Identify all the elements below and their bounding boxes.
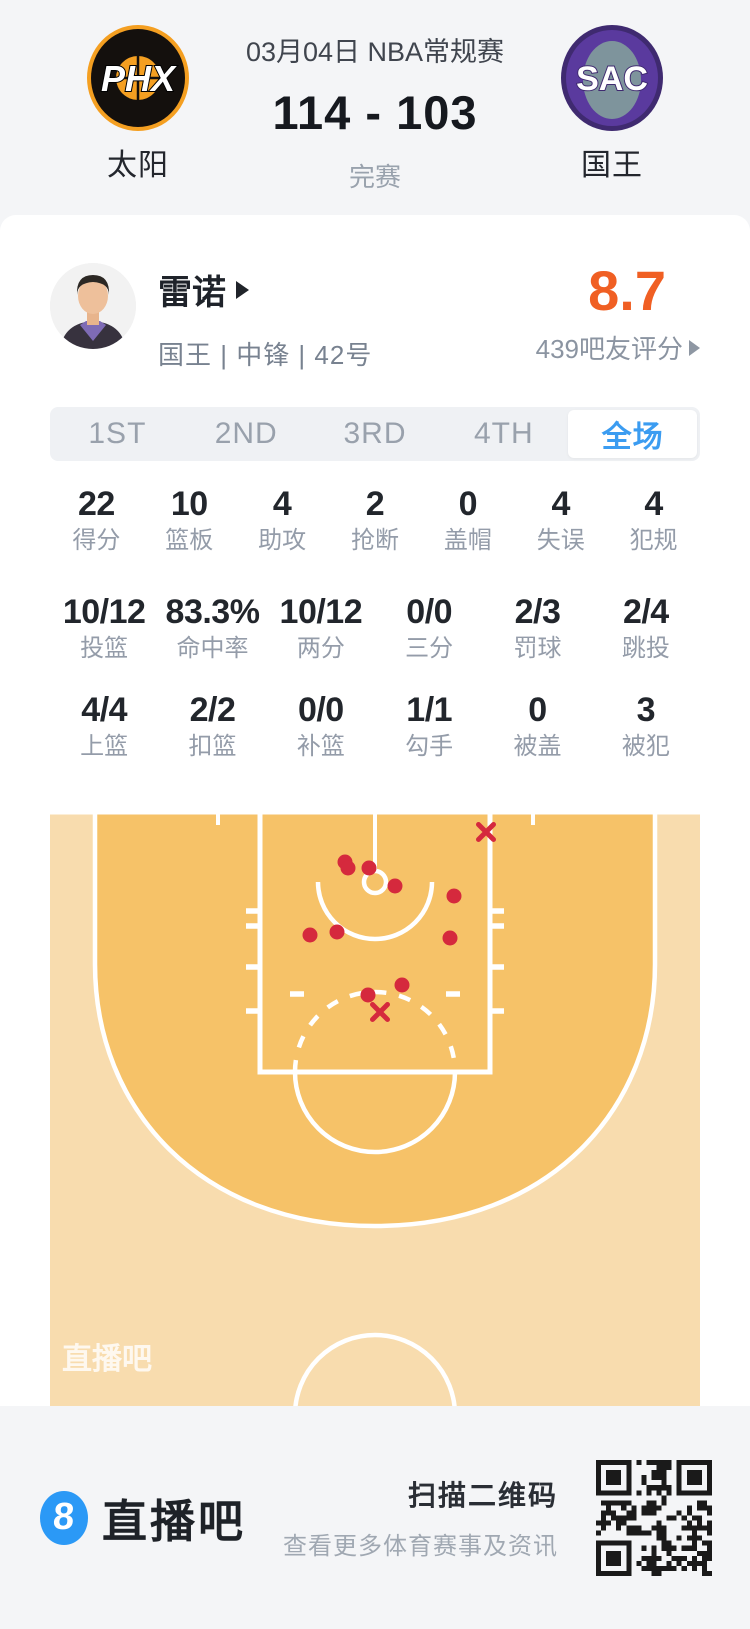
sac-team-logo-icon: SAC (561, 25, 663, 131)
rating-value: 8.7 (588, 259, 666, 322)
made-shot-dot (442, 930, 458, 946)
stats-row-shot-types: 4/4 上篮 2/2 扣篮 0/0 补篮 1/1 勾手 0 被盖 3 被犯 (50, 691, 700, 761)
stat-2pt: 10/12 两分 (279, 593, 363, 662)
restricted-arc (315, 881, 435, 942)
player-stats-card: 雷诺 国王 | 中锋 | 42号 8.7 439吧友评分 1ST 2ND 3RD… (0, 215, 750, 1498)
stats-row-basic: 22 得分 10 篮板 4 助攻 2 抢断 0 盖帽 4 失误 4 犯规 (50, 485, 700, 555)
stat-got-blocked: 0 被盖 (513, 691, 562, 760)
lane-rectangle (257, 809, 493, 1075)
player-detail-arrow-icon (236, 280, 249, 299)
svg-text:SAC: SAC (576, 60, 648, 98)
stat-fouled: 3 被犯 (621, 691, 670, 760)
qr-code (596, 1459, 712, 1576)
match-info: 03月04日 NBA常规赛 114 - 103 完赛 (246, 30, 504, 194)
qr-texts: 扫描二维码 查看更多体育赛事及资讯 (283, 1474, 558, 1561)
baseline-ticks (216, 812, 535, 825)
quarter-tabbar: 1ST 2ND 3RD 4TH 全场 (50, 407, 700, 461)
qr-title: 扫描二维码 (407, 1480, 558, 1511)
player-meta: 国王 | 中锋 | 42号 (158, 340, 373, 370)
made-shot-dot (340, 860, 356, 876)
lane-hash-right (490, 908, 504, 1014)
made-shot-dot (361, 860, 377, 876)
stats-row-shooting: 10/12 投篮 83.3% 命中率 10/12 两分 0/0 三分 2/3 罚球 2/4… (50, 593, 700, 663)
stat-dunk: 2/2 扣篮 (188, 691, 237, 760)
made-shot-dot (360, 987, 376, 1003)
tab-1st[interactable]: 1ST (88, 417, 147, 450)
stat-rebounds: 10 篮板 (165, 485, 214, 554)
tab-full-game[interactable]: 全场 (568, 410, 697, 458)
team-home[interactable]: PHX 太阳 (84, 24, 192, 184)
player-name: 雷诺 (158, 274, 226, 312)
tab-2nd[interactable]: 2ND (214, 417, 278, 450)
shot-chart: 直播吧 (50, 808, 700, 1498)
zhibo8-logo-icon: 8 (40, 1490, 88, 1545)
stat-putback: 0/0 补篮 (296, 691, 345, 760)
player-photo-icon (50, 263, 136, 349)
match-status: 完赛 (348, 162, 401, 192)
stat-hook: 1/1 勾手 (405, 691, 454, 760)
rating-arrow-icon (689, 339, 700, 356)
team-away-name: 国王 (581, 149, 643, 182)
shot-markers (302, 822, 496, 1022)
missed-shot-x (370, 1002, 390, 1022)
match-date: 03月04日 NBA常规赛 (245, 37, 505, 67)
player-identity: 雷诺 国王 | 中锋 | 42号 (158, 263, 372, 372)
stat-turnovers: 4 失误 (536, 485, 585, 554)
stat-ft: 2/3 罚球 (513, 593, 562, 662)
stat-blocks: 0 盖帽 (443, 485, 492, 554)
player-name-link[interactable]: 雷诺 (158, 265, 372, 314)
team-home-name: 太阳 (107, 149, 169, 182)
player-rating[interactable]: 8.7 439吧友评分 (536, 263, 700, 366)
made-shot-dot (329, 924, 345, 940)
stat-assists: 4 助攻 (258, 485, 307, 554)
brand-name: 直播吧 (102, 1496, 247, 1547)
tab-3rd[interactable]: 3RD (343, 417, 407, 450)
phx-team-logo-icon: PHX (87, 25, 189, 131)
team-away[interactable]: SAC 国王 (558, 24, 666, 184)
match-header: PHX 太阳 03月04日 NBA常规赛 114 - 103 完赛 SAC 国王 (0, 0, 750, 215)
missed-shot-x (476, 822, 496, 842)
rating-caption: 439吧友评分 (536, 329, 700, 366)
brand: 8 直播吧 (40, 1485, 246, 1550)
stat-3pt: 0/0 三分 (405, 593, 454, 662)
made-shot-dot (394, 977, 410, 993)
stat-fouls: 4 犯规 (629, 485, 678, 554)
qr-subtitle: 查看更多体育赛事及资讯 (283, 1533, 558, 1560)
stat-jumper: 2/4 跳投 (621, 593, 670, 662)
made-shot-dot (302, 927, 318, 943)
tab-4th[interactable]: 4TH (473, 417, 534, 450)
made-shot-dot (446, 888, 462, 904)
shot-chart-svg: 直播吧 (50, 808, 700, 1498)
court-watermark: 直播吧 (62, 1343, 152, 1376)
stat-layup: 4/4 上篮 (80, 691, 129, 760)
ft-circle-dashed (292, 989, 458, 1073)
made-shot-dot (387, 878, 403, 894)
app-footer: 8 直播吧 扫描二维码 查看更多体育赛事及资讯 (0, 1406, 750, 1629)
lane-hash-left (246, 908, 260, 1014)
stat-points: 22 得分 (72, 485, 121, 554)
player-summary: 雷诺 国王 | 中锋 | 42号 8.7 439吧友评分 (50, 263, 700, 370)
stat-fg-pct: 83.3% 命中率 (165, 593, 260, 662)
match-score: 114 - 103 (272, 86, 478, 139)
svg-text:PHX: PHX (101, 58, 177, 99)
stat-steals: 2 抢断 (350, 485, 399, 554)
ft-circle-solid (292, 1071, 458, 1155)
player-avatar[interactable] (50, 263, 136, 349)
stat-fg: 10/12 投篮 (62, 593, 146, 662)
